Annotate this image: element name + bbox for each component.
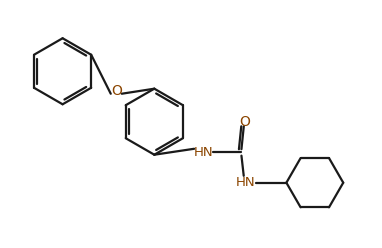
Text: O: O bbox=[111, 84, 122, 98]
Text: HN: HN bbox=[194, 146, 213, 159]
Text: O: O bbox=[239, 115, 250, 129]
Text: HN: HN bbox=[236, 176, 256, 189]
